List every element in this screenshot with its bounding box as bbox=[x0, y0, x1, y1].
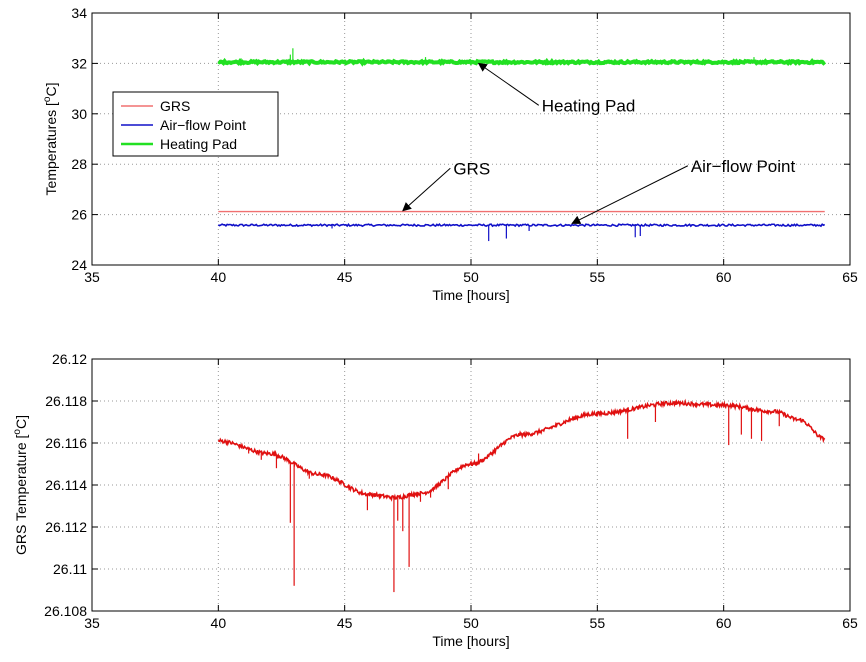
grs-temperature-chart: 35 40 45 50 55 60 65 26.108 26.11 26.112 26.114 26.… bbox=[12, 351, 858, 649]
bottom-y-tick-label: 26.108 bbox=[44, 603, 87, 619]
top-y-tick-label: 26 bbox=[71, 207, 87, 223]
bottom-x-tick-label: 45 bbox=[337, 615, 353, 631]
bottom-y-axis-label-main: GRS Temperature [ bbox=[13, 435, 29, 555]
top-x-axis-label: Time [hours] bbox=[432, 287, 509, 303]
annotation-label-grs: GRS bbox=[453, 159, 490, 178]
bottom-x-tick-label: 60 bbox=[716, 615, 732, 631]
top-plot-frame bbox=[91, 12, 851, 266]
top-y-tick-label: 32 bbox=[71, 55, 87, 71]
bottom-y-axis-label-sup: o bbox=[12, 429, 23, 435]
legend-entry-air-flow-point: Air−flow Point bbox=[160, 117, 246, 133]
legend-entry-heating-pad: Heating Pad bbox=[160, 136, 237, 152]
annotation-label-air-flow-point: Air−flow Point bbox=[691, 157, 796, 176]
bottom-x-tick-label: 50 bbox=[463, 615, 479, 631]
series-line-heating-pad bbox=[217, 57, 827, 67]
top-x-tick-label: 60 bbox=[716, 269, 732, 285]
top-y-axis-label: Temperatures [oC] bbox=[42, 83, 59, 196]
annotation-label-heating-pad: Heating Pad bbox=[542, 96, 636, 115]
top-x-tick-label: 50 bbox=[463, 269, 479, 285]
bottom-x-tick-label: 55 bbox=[590, 615, 606, 631]
top-x-tick-label: 40 bbox=[211, 269, 227, 285]
bottom-x-tick-label: 65 bbox=[842, 615, 858, 631]
top-y-axis-label-tail: C] bbox=[43, 83, 59, 97]
top-x-tick-label: 55 bbox=[590, 269, 606, 285]
annotation-arrow-grs bbox=[402, 167, 451, 212]
bottom-y-axis-label: GRS Temperature [oC] bbox=[12, 415, 29, 555]
top-x-tick-label: 45 bbox=[337, 269, 353, 285]
bottom-y-axis-label-tail: C] bbox=[13, 415, 29, 429]
top-y-axis-label-main: Temperatures [ bbox=[43, 102, 59, 195]
top-y-tick-label: 28 bbox=[71, 156, 87, 172]
bottom-y-tick-label: 26.112 bbox=[45, 519, 87, 535]
top-temperature-chart: 35 40 45 50 55 60 65 24 26 28 30 32 34 Time [hours] Te… bbox=[42, 5, 858, 303]
top-y-tick-label: 30 bbox=[71, 106, 87, 122]
top-x-tick-label: 65 bbox=[842, 269, 858, 285]
annotation-arrow-air-flow-point bbox=[571, 165, 689, 224]
legend-entry-grs: GRS bbox=[160, 98, 190, 114]
bottom-x-tick-label: 40 bbox=[211, 615, 227, 631]
top-y-axis-label-sup: o bbox=[42, 96, 53, 102]
top-x-tick-label: 35 bbox=[84, 269, 100, 285]
bottom-x-axis-label: Time [hours] bbox=[432, 633, 509, 649]
bottom-y-tick-label: 26.118 bbox=[45, 393, 87, 409]
bottom-y-tick-label: 26.12 bbox=[52, 351, 87, 367]
bottom-x-tick-label: 35 bbox=[84, 615, 100, 631]
top-y-tick-label: 34 bbox=[71, 5, 87, 21]
top-y-tick-label: 24 bbox=[71, 257, 87, 273]
series-line-air-flow-point bbox=[217, 222, 826, 228]
legend: GRS Air−flow Point Heating Pad bbox=[112, 91, 279, 157]
annotation-arrow-heating-pad bbox=[477, 62, 540, 106]
bottom-y-tick-label: 26.114 bbox=[45, 477, 87, 493]
series-line-grs bbox=[217, 398, 826, 502]
legend-box bbox=[112, 91, 279, 157]
bottom-y-tick-label: 26.116 bbox=[45, 435, 87, 451]
bottom-y-tick-label: 26.11 bbox=[53, 561, 87, 577]
bottom-plot-frame bbox=[91, 358, 851, 612]
